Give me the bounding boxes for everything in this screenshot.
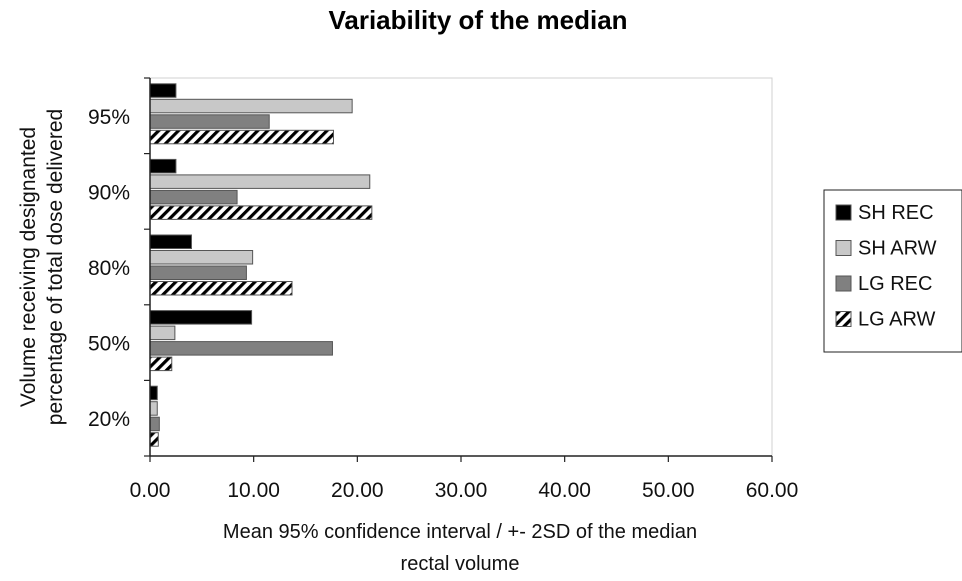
bar-lg-arw-20 [149, 432, 159, 447]
x-tick-label: 30.00 [435, 479, 488, 502]
bar-lg-arw-95 [149, 129, 334, 145]
chart-title: Variability of the median [328, 5, 627, 35]
bar-sh-arw-80 [149, 250, 254, 265]
bar-lg-rec-50 [149, 341, 333, 356]
bar-sh-arw-20 [149, 401, 158, 416]
bar-lg-rec-95 [149, 114, 270, 129]
x-axis-label-line-2: rectal volume [401, 553, 520, 575]
x-tick-label: 40.00 [538, 479, 591, 502]
bar-lg-rec-20 [149, 416, 160, 432]
bar-sh-arw-90 [149, 174, 371, 189]
bar-sh-arw-50 [149, 325, 176, 341]
bar-sh-rec-20 [149, 385, 158, 401]
bar-sh-arw-95 [149, 98, 353, 114]
bar-sh-rec-90 [149, 158, 177, 174]
y-tick-label-50: 50% [88, 333, 130, 356]
legend-label-lg-arw: LG ARW [858, 309, 936, 331]
bar-lg-rec-80 [149, 265, 247, 280]
bar-sh-rec-95 [149, 83, 177, 98]
bar-sh-rec-50 [149, 310, 253, 325]
legend-label-sh-rec: SH REC [858, 202, 934, 224]
legend-label-lg-rec: LG REC [858, 273, 932, 295]
x-tick-label: 0.00 [130, 479, 171, 502]
bar-lg-arw-90 [149, 205, 373, 220]
axes [144, 77, 773, 462]
tick-labels: 95% 90% 80% 50% 20% 0.00 10.00 20.00 30.00 40.00 5… [88, 106, 798, 502]
y-axis-label-line-1: Volume receiving designanted [17, 127, 40, 407]
x-tick-label: 60.00 [746, 479, 799, 502]
legend: SH REC SH ARW LG REC LG ARW [823, 189, 962, 353]
legend-swatch-lg-rec [835, 275, 852, 292]
x-tick-label: 50.00 [642, 479, 695, 502]
y-tick-label-90: 90% [88, 181, 130, 204]
x-axis-label-line-1: Mean 95% confidence interval / +- 2SD of… [223, 521, 697, 543]
bar-lg-arw-50 [149, 356, 173, 372]
y-tick-label-80: 80% [88, 257, 130, 280]
legend-swatch-sh-rec [835, 204, 852, 221]
bar-sh-rec-80 [149, 234, 192, 249]
legend-swatch-sh-arw [835, 240, 852, 256]
legend-label-sh-arw: SH ARW [858, 238, 937, 260]
legend-swatch-lg-arw [835, 311, 852, 327]
y-tick-label-95: 95% [88, 106, 130, 129]
y-axis-label-line-2: percentage of total dose delivered [44, 109, 67, 425]
bar-lg-arw-80 [149, 281, 293, 296]
bar-group [149, 83, 373, 447]
bar-lg-rec-90 [149, 189, 238, 205]
x-tick-label: 20.00 [331, 479, 384, 502]
x-tick-label: 10.00 [227, 479, 280, 502]
y-tick-label-20: 20% [88, 408, 130, 431]
